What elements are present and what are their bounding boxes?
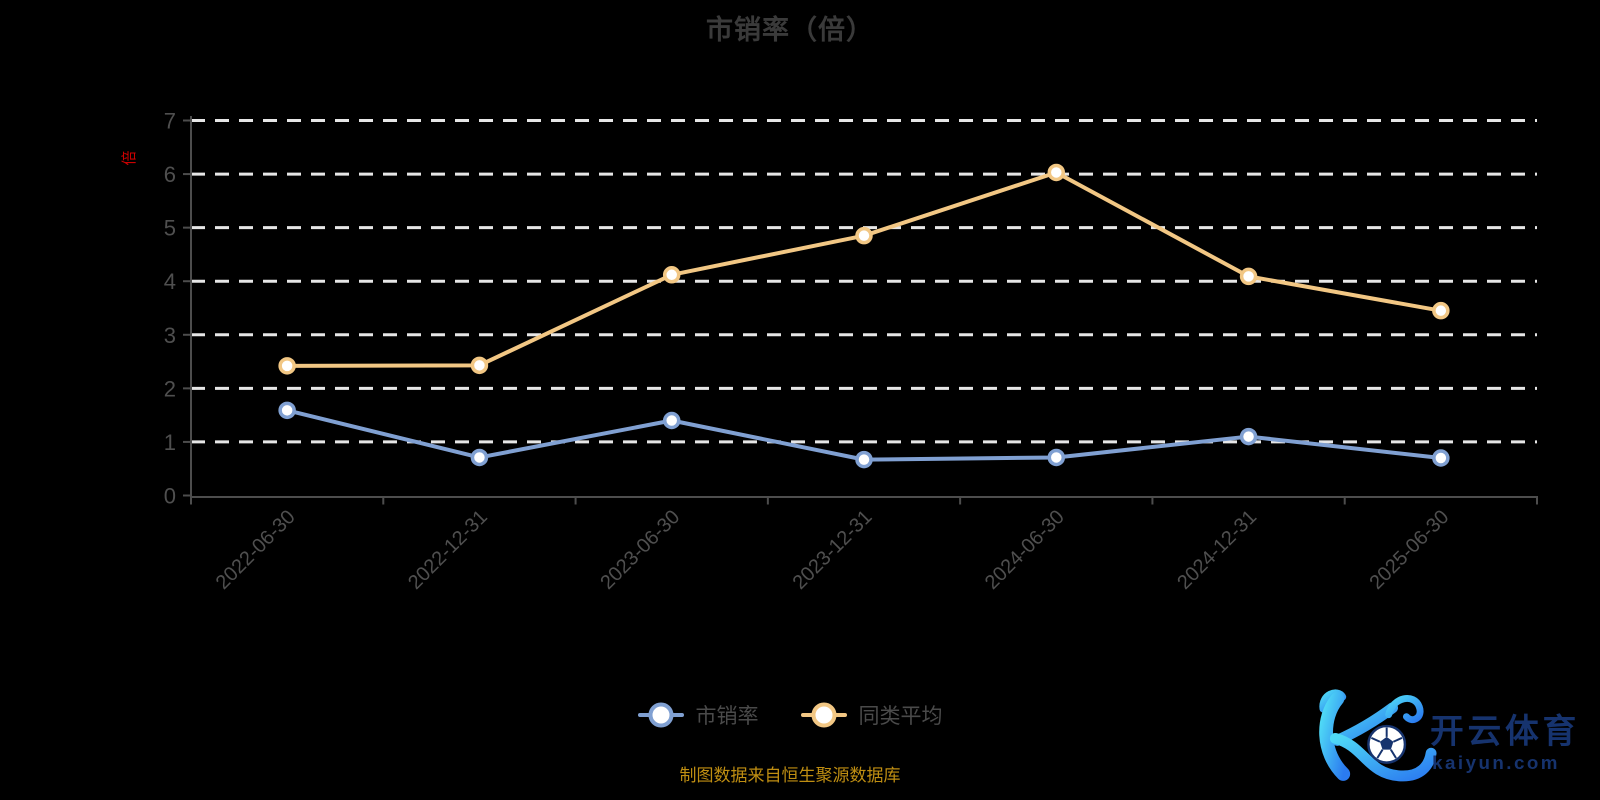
y-axis-label: 7 [164,109,176,134]
y-axis-label: 5 [164,216,176,241]
y-axis-label: 6 [164,162,176,187]
data-point [662,411,681,430]
legend-marker-dot-icon [648,702,673,728]
chart-title: 市销率（倍） [706,15,874,45]
kaiyun-logo[interactable]: 开云体育 kaiyun.com [1282,663,1598,797]
series-line-同类平均 [285,170,1443,368]
data-point [278,357,296,375]
y-axis-label: 1 [164,430,176,455]
kaiyun-logo-cn-text: 开云体育 [1430,712,1580,750]
x-axis-label: 2022-12-31 [404,506,492,594]
legend-item-市销率[interactable]: 市销率 [637,700,759,730]
data-point [1239,267,1258,286]
y-axis-label: 3 [164,323,176,348]
data-point [1432,301,1450,320]
legend-label: 同类平均 [858,705,943,728]
data-point [1047,448,1066,467]
y-axis-label: 0 [164,484,176,509]
x-axis-label: 2025-06-30 [1365,506,1453,594]
data-point [855,226,873,245]
x-axis-label: 2024-06-30 [981,506,1069,594]
x-axis-label: 2024-12-31 [1173,506,1261,594]
legend-marker-icon [637,702,684,728]
x-axis-label: 2023-12-31 [789,506,877,594]
x-axis-label: 2022-06-30 [212,506,300,594]
chart-legend: 市销率 同类平均 [0,700,1580,730]
legend-marker-icon [800,702,847,728]
y-axis-label: 4 [164,269,176,294]
legend-item-同类平均[interactable]: 同类平均 [800,700,943,730]
data-point [470,356,489,375]
legend-label: 市销率 [695,705,759,728]
soccer-ball-icon [1367,724,1407,764]
data-point [1239,427,1258,446]
legend-marker-dot-icon [811,702,836,728]
data-point [278,401,296,420]
data-source-footnote: 制图数据来自恒生聚源数据库 [679,766,901,785]
kaiyun-k-mark-icon [1319,689,1437,782]
data-point [470,448,489,467]
y-axis-unit-label: 倍 [121,150,138,165]
data-point [1047,163,1066,182]
x-axis-label: 2023-06-30 [596,506,684,594]
kaiyun-logo-domain-text: kaiyun.com [1432,752,1560,773]
data-point [855,450,873,469]
y-axis-label: 2 [164,376,176,401]
data-point [662,266,681,284]
data-point [1432,449,1450,467]
